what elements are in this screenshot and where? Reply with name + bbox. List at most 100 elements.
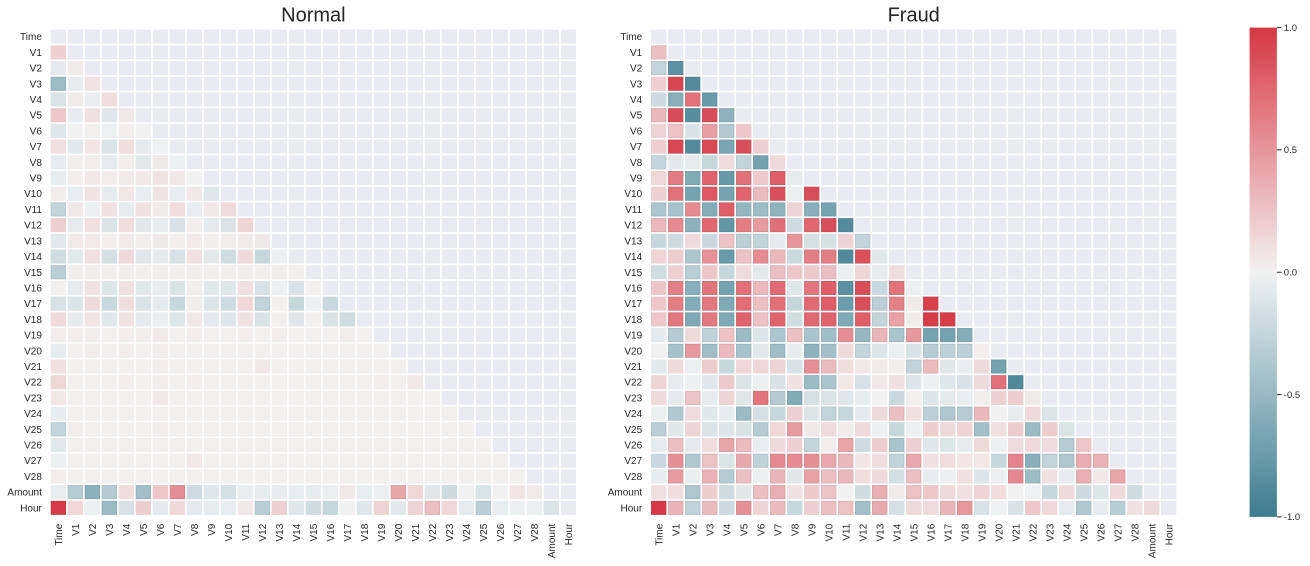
svg-text:V28: V28 <box>624 472 642 483</box>
svg-text:V4: V4 <box>122 523 133 536</box>
svg-text:V12: V12 <box>624 221 642 232</box>
svg-text:V7: V7 <box>173 523 184 536</box>
svg-text:Time: Time <box>54 523 65 545</box>
svg-text:V25: V25 <box>1079 523 1090 541</box>
svg-text:Hour: Hour <box>1164 523 1175 545</box>
svg-text:V24: V24 <box>24 409 42 420</box>
svg-text:V9: V9 <box>30 174 43 185</box>
svg-text:V1: V1 <box>630 48 643 59</box>
svg-text:Fraud: Fraud <box>888 5 940 27</box>
svg-text:V25: V25 <box>479 523 490 541</box>
svg-text:Hour: Hour <box>564 523 575 545</box>
svg-text:V19: V19 <box>377 523 388 541</box>
svg-text:V28: V28 <box>530 523 541 541</box>
svg-text:V24: V24 <box>624 409 642 420</box>
svg-text:V18: V18 <box>360 523 371 541</box>
svg-text:V14: V14 <box>292 523 303 541</box>
svg-text:V10: V10 <box>624 189 642 200</box>
svg-text:Time: Time <box>20 32 42 43</box>
svg-text:V25: V25 <box>24 425 42 436</box>
svg-text:V6: V6 <box>156 523 167 536</box>
svg-text:V21: V21 <box>624 362 642 373</box>
svg-text:V3: V3 <box>105 523 116 536</box>
svg-text:V20: V20 <box>994 523 1005 541</box>
svg-text:V15: V15 <box>909 523 920 541</box>
svg-text:V18: V18 <box>624 315 642 326</box>
svg-text:0.5: 0.5 <box>1284 145 1297 156</box>
svg-text:V25: V25 <box>624 425 642 436</box>
svg-text:V7: V7 <box>30 142 43 153</box>
svg-text:V28: V28 <box>24 472 42 483</box>
svg-text:V5: V5 <box>139 523 150 536</box>
svg-text:V3: V3 <box>705 523 716 536</box>
svg-text:V16: V16 <box>24 284 42 295</box>
svg-text:V18: V18 <box>960 523 971 541</box>
svg-text:V22: V22 <box>1028 523 1039 541</box>
svg-text:V5: V5 <box>30 111 43 122</box>
svg-text:V5: V5 <box>739 523 750 536</box>
svg-text:V9: V9 <box>207 523 218 536</box>
svg-text:V12: V12 <box>258 523 269 541</box>
svg-text:V26: V26 <box>1096 523 1107 541</box>
svg-text:V17: V17 <box>943 523 954 541</box>
svg-text:V10: V10 <box>824 523 835 541</box>
svg-text:V13: V13 <box>24 236 42 247</box>
svg-text:V20: V20 <box>394 523 405 541</box>
svg-text:V5: V5 <box>630 111 643 122</box>
svg-text:V18: V18 <box>24 315 42 326</box>
svg-text:V10: V10 <box>24 189 42 200</box>
svg-text:Time: Time <box>654 523 665 545</box>
svg-text:V13: V13 <box>875 523 886 541</box>
svg-text:V27: V27 <box>513 523 524 541</box>
svg-text:V11: V11 <box>841 523 852 540</box>
svg-text:V14: V14 <box>24 252 42 263</box>
svg-text:V17: V17 <box>624 299 642 310</box>
svg-text:V4: V4 <box>30 95 43 106</box>
svg-text:V19: V19 <box>624 331 642 342</box>
svg-text:V13: V13 <box>624 236 642 247</box>
svg-text:V8: V8 <box>30 158 43 169</box>
svg-text:V11: V11 <box>625 205 642 216</box>
svg-text:V2: V2 <box>88 523 99 536</box>
svg-text:V19: V19 <box>24 331 42 342</box>
svg-text:V15: V15 <box>24 268 42 279</box>
svg-text:Hour: Hour <box>621 503 643 514</box>
svg-text:0.0: 0.0 <box>1284 268 1297 279</box>
svg-text:V14: V14 <box>624 252 642 263</box>
svg-text:V22: V22 <box>624 378 642 389</box>
svg-text:V26: V26 <box>624 441 642 452</box>
svg-text:Amount: Amount <box>1147 523 1158 558</box>
svg-text:V24: V24 <box>1062 523 1073 541</box>
svg-text:V23: V23 <box>445 523 456 541</box>
svg-text:V1: V1 <box>30 48 43 59</box>
svg-text:V11: V11 <box>241 523 252 540</box>
svg-text:V15: V15 <box>624 268 642 279</box>
svg-text:Time: Time <box>620 32 642 43</box>
svg-text:V28: V28 <box>1130 523 1141 541</box>
svg-text:V1: V1 <box>671 523 682 536</box>
svg-text:V7: V7 <box>773 523 784 536</box>
svg-text:V21: V21 <box>24 362 42 373</box>
svg-text:V3: V3 <box>30 79 43 90</box>
svg-text:V16: V16 <box>624 284 642 295</box>
svg-text:V16: V16 <box>926 523 937 541</box>
svg-text:Amount: Amount <box>7 488 42 499</box>
svg-text:V12: V12 <box>858 523 869 541</box>
svg-text:V2: V2 <box>630 64 643 75</box>
svg-text:V4: V4 <box>722 523 733 536</box>
svg-text:V2: V2 <box>688 523 699 536</box>
svg-text:Amount: Amount <box>608 488 643 499</box>
svg-text:Hour: Hour <box>20 503 42 514</box>
svg-text:V17: V17 <box>24 299 42 310</box>
svg-text:V22: V22 <box>24 378 42 389</box>
svg-text:V9: V9 <box>630 174 643 185</box>
svg-text:V19: V19 <box>977 523 988 541</box>
svg-text:V9: V9 <box>807 523 818 536</box>
svg-text:V8: V8 <box>630 158 643 169</box>
svg-text:-1.0: -1.0 <box>1284 512 1300 523</box>
svg-text:V27: V27 <box>624 456 642 467</box>
svg-text:V20: V20 <box>24 346 42 357</box>
svg-text:Normal: Normal <box>281 5 345 27</box>
svg-text:V11: V11 <box>25 205 42 216</box>
svg-text:V6: V6 <box>30 126 43 137</box>
